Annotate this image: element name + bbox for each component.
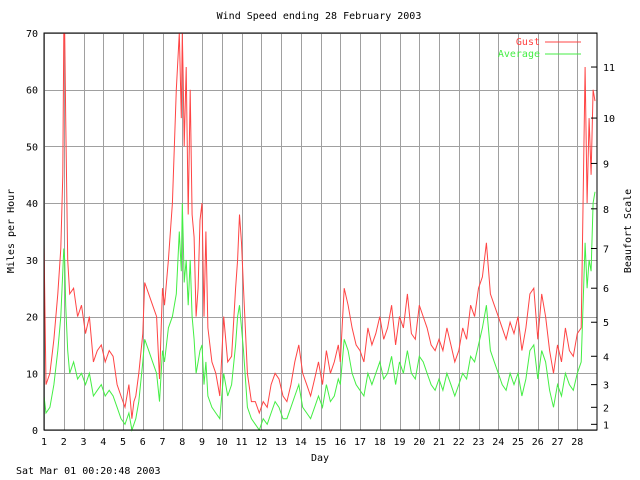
- series-layer: [43, 32, 596, 432]
- x-tick-label: 3: [80, 437, 86, 448]
- plot-frame: [43, 32, 598, 431]
- x-tick-labels: 1 2 3 4 5 6 7 8 9 10 11 12 13 14 15 16 17 18 19 20 21 22 23 24 2…: [41, 437, 583, 448]
- series-line-average: [43, 191, 596, 432]
- generated-timestamp: Sat Mar 01 00:20:48 2003: [16, 466, 161, 477]
- y-tick-label: 70: [26, 29, 38, 40]
- x-tick-label: 14: [295, 437, 307, 448]
- y-tick-label: 20: [26, 313, 38, 324]
- x-tick-label: 7: [159, 437, 165, 448]
- beaufort-axis-label: Beaufort Scale: [623, 189, 634, 273]
- beaufort-tick-label: 1: [603, 420, 609, 431]
- y-tick-label: 0: [32, 426, 38, 437]
- x-tick-label: 15: [314, 437, 326, 448]
- x-tick-label: 5: [120, 437, 126, 448]
- chart-title: Wind Speed ending 28 February 2003: [217, 11, 422, 22]
- beaufort-tick-label: 7: [603, 245, 609, 256]
- x-tick-label: 9: [199, 437, 205, 448]
- x-tick-label: 23: [472, 437, 484, 448]
- x-tick-label: 25: [512, 437, 524, 448]
- beaufort-tick-label: 5: [603, 318, 609, 329]
- beaufort-tick-label: 11: [603, 63, 615, 74]
- x-tick-label: 27: [551, 437, 563, 448]
- x-tick-label: 8: [179, 437, 185, 448]
- beaufort-tick-label: 2: [603, 403, 609, 414]
- x-axis-label: Day: [311, 453, 329, 464]
- beaufort-tick-label: 9: [603, 159, 609, 170]
- x-tick-label: 1: [41, 437, 47, 448]
- x-tick-label: 16: [334, 437, 346, 448]
- y-tick-label: 50: [26, 142, 38, 153]
- x-tick-label: 19: [393, 437, 405, 448]
- x-tick-label: 2: [61, 437, 67, 448]
- y-tick-label: 40: [26, 199, 38, 210]
- x-tick-label: 17: [354, 437, 366, 448]
- x-tick-label: 20: [413, 437, 425, 448]
- x-tick-label: 24: [492, 437, 504, 448]
- legend-label-gust: Gust: [516, 37, 540, 48]
- y-tick-labels: 0 10 20 30 40 50 60 70: [26, 29, 38, 437]
- x-tick-label: 26: [532, 437, 544, 448]
- x-tick-label: 6: [140, 437, 146, 448]
- series-line-gust: [43, 32, 596, 419]
- x-tick-label: 18: [374, 437, 386, 448]
- x-tick-label: 13: [275, 437, 287, 448]
- beaufort-tick-label: 3: [603, 381, 609, 392]
- x-tick-label: 21: [433, 437, 445, 448]
- beaufort-tick-label: 10: [603, 114, 615, 125]
- x-tick-label: 4: [100, 437, 106, 448]
- y-tick-label: 60: [26, 86, 38, 97]
- y-axis-label: Miles per Hour: [6, 189, 17, 273]
- beaufort-tick-label: 8: [603, 205, 609, 216]
- beaufort-tick-label: 6: [603, 284, 609, 295]
- x-tick-label: 10: [216, 437, 228, 448]
- y-tick-label: 30: [26, 256, 38, 267]
- x-tick-label: 22: [453, 437, 465, 448]
- beaufort-tick-label: 4: [603, 352, 609, 363]
- y-tick-label: 10: [26, 369, 38, 380]
- x-tick-label: 12: [255, 437, 267, 448]
- x-tick-label: 11: [235, 437, 247, 448]
- x-tick-label: 28: [571, 437, 583, 448]
- legend: Gust Average: [498, 37, 581, 60]
- legend-label-average: Average: [498, 49, 540, 60]
- beaufort-tick-labels: 1 2 3 4 5 6 7 8 9 10 11: [591, 63, 615, 431]
